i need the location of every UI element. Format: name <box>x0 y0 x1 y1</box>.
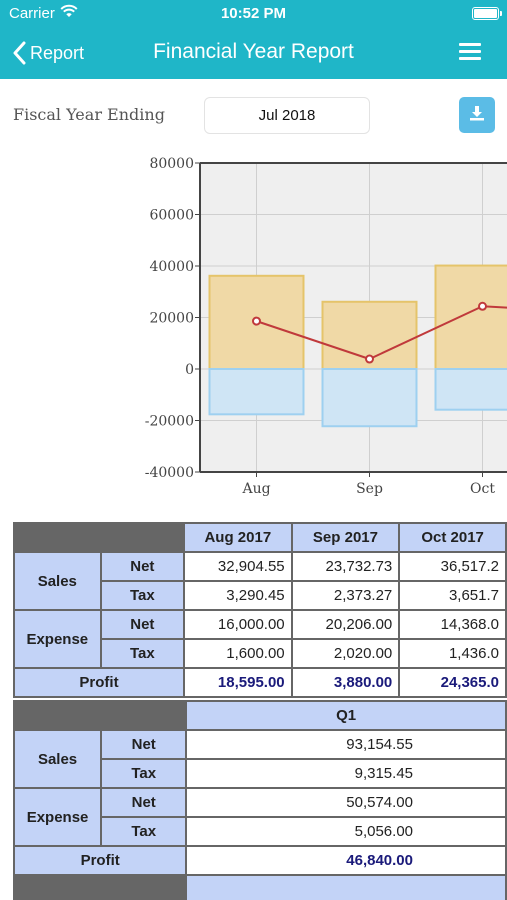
sales-group-label: Sales <box>15 731 101 787</box>
navigation-bar: Carrier 10:52 PM Report Financial Year R… <box>0 0 507 79</box>
financial-chart: 80000 60000 40000 20000 0 -20000 -40000 Aug Sep O… <box>145 156 507 497</box>
y-tick-label: 80000 <box>149 156 194 172</box>
profit-label: Profit <box>15 847 186 874</box>
sales-group-label: Sales <box>15 553 100 609</box>
net-label: Net <box>102 731 186 758</box>
sales-net-cell: 23,732.73 <box>292 553 399 580</box>
sales-net-cell: 36,517.2 <box>400 553 505 580</box>
y-tick-label: 40000 <box>149 259 194 275</box>
profit-point <box>252 316 261 326</box>
quarter-profit-cell: 46,840.00 <box>187 847 505 874</box>
y-tick-label: 60000 <box>149 208 194 224</box>
expense-group-label: Expense <box>15 789 101 845</box>
status-bar: Carrier 10:52 PM <box>0 0 507 28</box>
expense-group-label: Expense <box>15 611 100 667</box>
profit-cell: 18,595.00 <box>185 669 291 696</box>
chevron-left-icon <box>12 41 26 65</box>
profit-cell: 24,365.0 <box>400 669 505 696</box>
expense-bar <box>321 368 418 428</box>
profit-label: Profit <box>15 669 184 696</box>
quarter-table: Q1 Sales Net 93,154.55 Tax 9,315.45 Expe… <box>13 700 507 900</box>
tax-label: Tax <box>101 582 184 609</box>
sales-tax-cell: 2,373.27 <box>292 582 399 609</box>
y-tick-label: -20000 <box>145 414 194 430</box>
sales-tax-cell: 3,651.7 <box>400 582 505 609</box>
battery-icon <box>472 7 502 20</box>
expense-tax-cell: 1,600.00 <box>185 640 291 667</box>
profit-point <box>478 301 487 311</box>
sales-net-cell: 32,904.55 <box>185 553 291 580</box>
x-tick-label: Oct <box>470 481 495 497</box>
net-label: Net <box>101 611 184 638</box>
expense-bar <box>208 368 305 416</box>
y-tick-label: 0 <box>185 362 194 378</box>
quarter-sales-tax-cell: 9,315.45 <box>187 760 505 787</box>
expense-tax-cell: 1,436.0 <box>400 640 505 667</box>
x-tick-label: Aug <box>241 481 270 497</box>
next-quarter-header <box>187 876 505 900</box>
x-tick-label: Sep <box>356 481 383 497</box>
net-label: Net <box>101 553 184 580</box>
back-button[interactable]: Report <box>12 38 84 68</box>
wifi-icon <box>60 4 78 22</box>
download-button[interactable] <box>459 97 495 133</box>
fiscal-year-label: Fiscal Year Ending <box>13 105 165 124</box>
fiscal-year-selector[interactable]: Jul 2018 <box>204 97 370 134</box>
tax-label: Tax <box>102 760 186 787</box>
profit-cell: 3,880.00 <box>292 669 399 696</box>
quarter-expense-net-cell: 50,574.00 <box>187 789 505 816</box>
hamburger-menu-icon[interactable] <box>459 43 481 61</box>
quarter-sales-net-cell: 93,154.55 <box>187 731 505 758</box>
y-tick-label: 20000 <box>149 311 194 327</box>
quarter-header: Q1 <box>187 702 505 729</box>
y-tick-label: -40000 <box>145 465 194 481</box>
sales-tax-cell: 3,290.45 <box>185 582 291 609</box>
net-label: Net <box>102 789 186 816</box>
carrier-label: Carrier <box>9 5 55 22</box>
download-icon <box>468 104 486 127</box>
quarter-expense-tax-cell: 5,056.00 <box>187 818 505 845</box>
month-header: Sep 2017 <box>292 524 399 551</box>
back-button-label: Report <box>30 42 85 63</box>
profit-line <box>256 305 507 361</box>
expense-net-cell: 20,206.00 <box>292 611 399 638</box>
sales-bar <box>434 264 507 370</box>
month-header: Oct 2017 <box>400 524 505 551</box>
profit-point <box>365 354 374 364</box>
expense-bar <box>434 368 507 411</box>
tax-label: Tax <box>101 640 184 667</box>
clock-time: 10:52 PM <box>220 5 287 22</box>
expense-net-cell: 16,000.00 <box>185 611 291 638</box>
month-header: Aug 2017 <box>185 524 291 551</box>
expense-tax-cell: 2,020.00 <box>292 640 399 667</box>
tax-label: Tax <box>102 818 186 845</box>
expense-net-cell: 14,368.0 <box>400 611 505 638</box>
monthly-table: Aug 2017 Sep 2017 Oct 2017 Sales Net 32,… <box>13 522 507 698</box>
fiscal-year-value: Jul 2018 <box>258 107 316 124</box>
